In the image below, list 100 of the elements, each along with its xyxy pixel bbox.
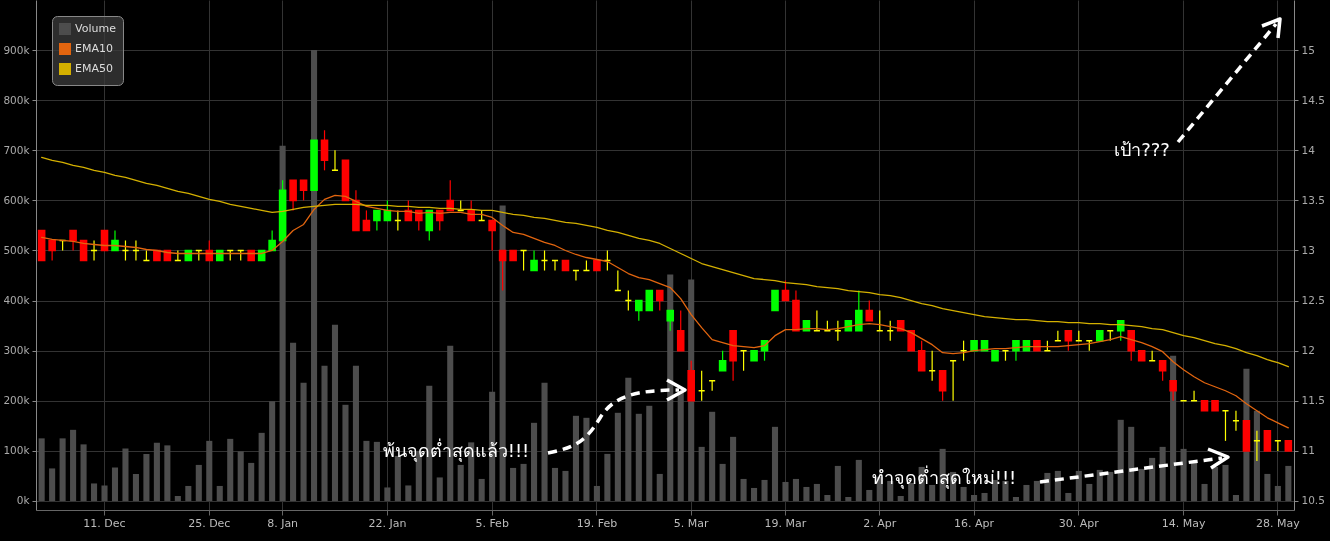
bar — [478, 478, 485, 501]
bar — [1107, 471, 1114, 501]
candlestick — [498, 249, 507, 292]
y2-tick-label: 14 — [1301, 143, 1316, 156]
bar — [541, 382, 548, 501]
y2-tick-label: 13 — [1301, 243, 1315, 256]
bar — [405, 485, 412, 501]
candlestick — [645, 289, 654, 312]
y2-tick-label: 11 — [1301, 444, 1315, 457]
candlestick — [530, 249, 538, 272]
bar — [604, 453, 611, 501]
bar — [740, 478, 747, 501]
bar — [143, 453, 150, 501]
y-tick-label: 100k — [3, 444, 31, 457]
bar — [269, 401, 276, 501]
bar — [593, 485, 600, 501]
y-tick-label: 200k — [3, 394, 31, 407]
bar — [719, 463, 726, 501]
legend-label: EMA10 — [75, 42, 113, 55]
bar — [625, 377, 632, 501]
bar — [363, 440, 370, 501]
bar — [1285, 465, 1292, 501]
y-tick-label: 700k — [3, 143, 31, 156]
candlestick — [320, 129, 329, 171]
candlestick — [425, 209, 434, 242]
bar — [49, 468, 56, 501]
annotation: ทำจุดต่ำสุดใหม่!!! — [871, 465, 1017, 489]
candlestick — [718, 350, 727, 372]
candlestick — [1169, 380, 1177, 402]
candlestick — [1116, 319, 1125, 342]
bar — [436, 477, 443, 501]
bar — [1075, 470, 1082, 501]
bar — [782, 481, 789, 501]
bar — [164, 445, 171, 501]
bar — [551, 467, 559, 501]
x-tick-label: 28. May — [1256, 516, 1301, 530]
x-tick-label: 16. Apr — [954, 516, 995, 530]
bar — [803, 486, 810, 501]
bar — [248, 462, 255, 501]
y-tick-label: 500k — [3, 243, 31, 256]
bar — [1065, 492, 1072, 501]
bar — [1012, 496, 1019, 501]
bar — [321, 365, 328, 501]
x-tick-label: 8. Jan — [267, 516, 299, 530]
y-tick-label: 800k — [3, 93, 31, 106]
bar — [1138, 468, 1145, 501]
bar — [457, 464, 464, 501]
bar — [572, 415, 579, 501]
bar — [845, 496, 852, 501]
candlestick — [205, 239, 214, 262]
candlestick — [69, 229, 77, 252]
bar — [290, 342, 297, 501]
bar — [981, 492, 988, 501]
candlestick — [362, 209, 371, 232]
bar — [1222, 464, 1229, 501]
bar — [824, 494, 831, 501]
candlestick — [917, 340, 926, 372]
x-tick-label: 11. Dec — [83, 516, 126, 530]
annotation: พ้นจุดต่ำสุดแล้ว!!! — [382, 437, 530, 462]
y-tick-label: 400k — [3, 294, 31, 307]
candlestick — [938, 369, 947, 402]
bar — [111, 467, 119, 501]
bar — [751, 487, 758, 501]
bar — [153, 442, 160, 501]
x-tick-label: 14. May — [1161, 516, 1206, 530]
candlestick — [1012, 339, 1020, 362]
bar — [761, 479, 768, 501]
candlestick — [771, 289, 779, 312]
bar — [1211, 466, 1219, 501]
bar — [59, 438, 66, 501]
candlestick — [373, 209, 381, 232]
line-series — [41, 194, 1289, 429]
candlestick — [655, 289, 664, 312]
bar — [373, 441, 380, 501]
y2-tick-label: 15 — [1301, 43, 1315, 56]
candlestick — [446, 179, 455, 212]
bar — [216, 485, 223, 501]
bar — [1149, 457, 1156, 501]
y2-tick-label: 12 — [1301, 344, 1315, 357]
candlestick — [111, 229, 119, 252]
bar — [656, 473, 663, 501]
bar — [562, 470, 569, 501]
candlestick — [1064, 329, 1073, 352]
line-series — [41, 156, 1289, 368]
candlestick — [1127, 329, 1135, 362]
candlestick — [781, 279, 790, 302]
bar — [730, 436, 737, 501]
bar — [971, 494, 978, 501]
legend-label: EMA50 — [75, 62, 113, 75]
x-tick-label: 19. Mar — [764, 516, 807, 530]
x-tick-label: 19. Feb — [576, 516, 618, 530]
candlestick — [855, 289, 863, 332]
candlestick — [488, 219, 496, 252]
x-tick-label: 25. Dec — [188, 516, 231, 530]
candlestick — [676, 310, 685, 352]
y2-tick-label: 11.5 — [1301, 394, 1325, 407]
bar — [1201, 483, 1208, 501]
bar — [771, 426, 779, 501]
bar — [258, 432, 265, 501]
bar — [531, 422, 538, 501]
